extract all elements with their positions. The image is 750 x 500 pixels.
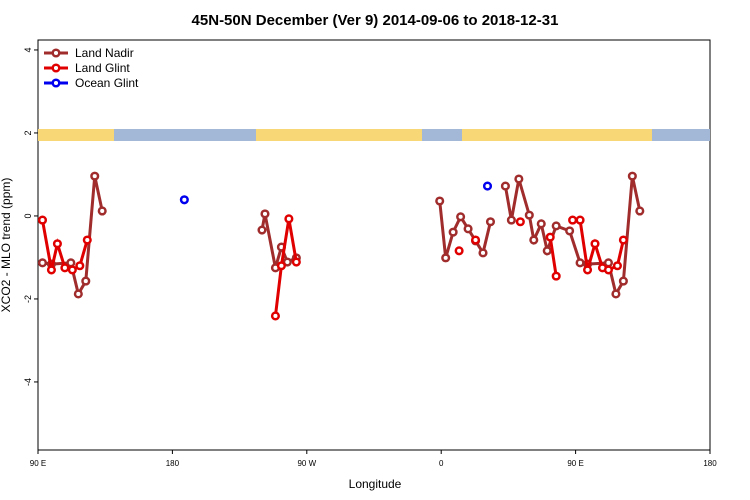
data-point [97,206,107,216]
data-point [575,258,585,268]
data-point [454,246,464,256]
x-tick-label: 0 [439,459,444,468]
data-point [565,226,575,236]
data-point [463,224,473,234]
y-tick-label: 2 [23,130,33,135]
x-tick-label: 90 E [567,459,583,468]
data-point [276,261,286,271]
data-point [582,265,593,275]
data-point [545,232,555,242]
legend-label: Land Nadir [75,46,134,60]
data-point [456,212,466,222]
data-point [635,206,645,216]
plot-frame [37,39,711,451]
data-point [441,253,451,263]
data-point [551,221,561,231]
data-point [542,246,552,256]
x-tick-label: 180 [166,459,180,468]
data-point [500,181,510,191]
x-tick-label: 90 W [297,459,316,468]
data-point [627,171,637,181]
y-tick-label: 0 [23,213,33,218]
data-point [575,215,585,225]
data-point [82,235,92,245]
data-point [448,227,458,237]
y-axis-label: XCO2 - MLO trend (ppm) [0,178,13,313]
legend-marker [51,63,61,73]
data-point [435,196,445,206]
data-point [612,261,622,271]
data-point [524,210,534,220]
data-point [618,235,628,245]
data-point [90,171,100,181]
data-point [282,257,292,267]
legend-marker [51,78,61,88]
x-axis-label: Longitude [349,477,402,491]
data-point [257,225,267,235]
data-point [551,271,561,281]
data-point [260,209,270,219]
data-point [52,239,62,249]
legend-label: Ocean Glint [75,76,139,90]
data-point [179,195,189,205]
legend-label: Land Glint [75,61,130,75]
data-point [470,235,481,245]
data-point [67,265,77,275]
x-tick-label: 180 [703,459,717,468]
data-point [270,311,280,321]
data-point [478,248,488,258]
data-point [60,263,70,273]
data-point [515,217,525,227]
data-point [529,235,539,245]
x-tick-label: 90 E [30,459,46,468]
y-tick-label: 4 [23,47,33,52]
data-point [568,215,578,225]
data-point [37,215,48,225]
data-point [603,265,614,275]
data-point [514,174,524,184]
data-point [482,181,493,191]
data-point [485,217,496,227]
y-tick-label: -2 [23,295,33,303]
data-point [81,276,91,286]
chart-title: 45N-50N December (Ver 9) 2014-09-06 to 2… [192,12,559,29]
legend-marker [51,48,61,58]
data-point [536,219,546,229]
data-point [506,215,516,225]
data-point [611,289,621,299]
data-point [37,258,48,268]
data-point [590,239,600,249]
y-tick-label: -4 [23,378,33,386]
data-point [618,276,628,286]
map-strip [38,129,710,141]
data-point [291,257,301,267]
data-point [284,214,294,224]
data-point [73,289,83,299]
data-point [46,265,56,275]
data-point [75,261,85,271]
